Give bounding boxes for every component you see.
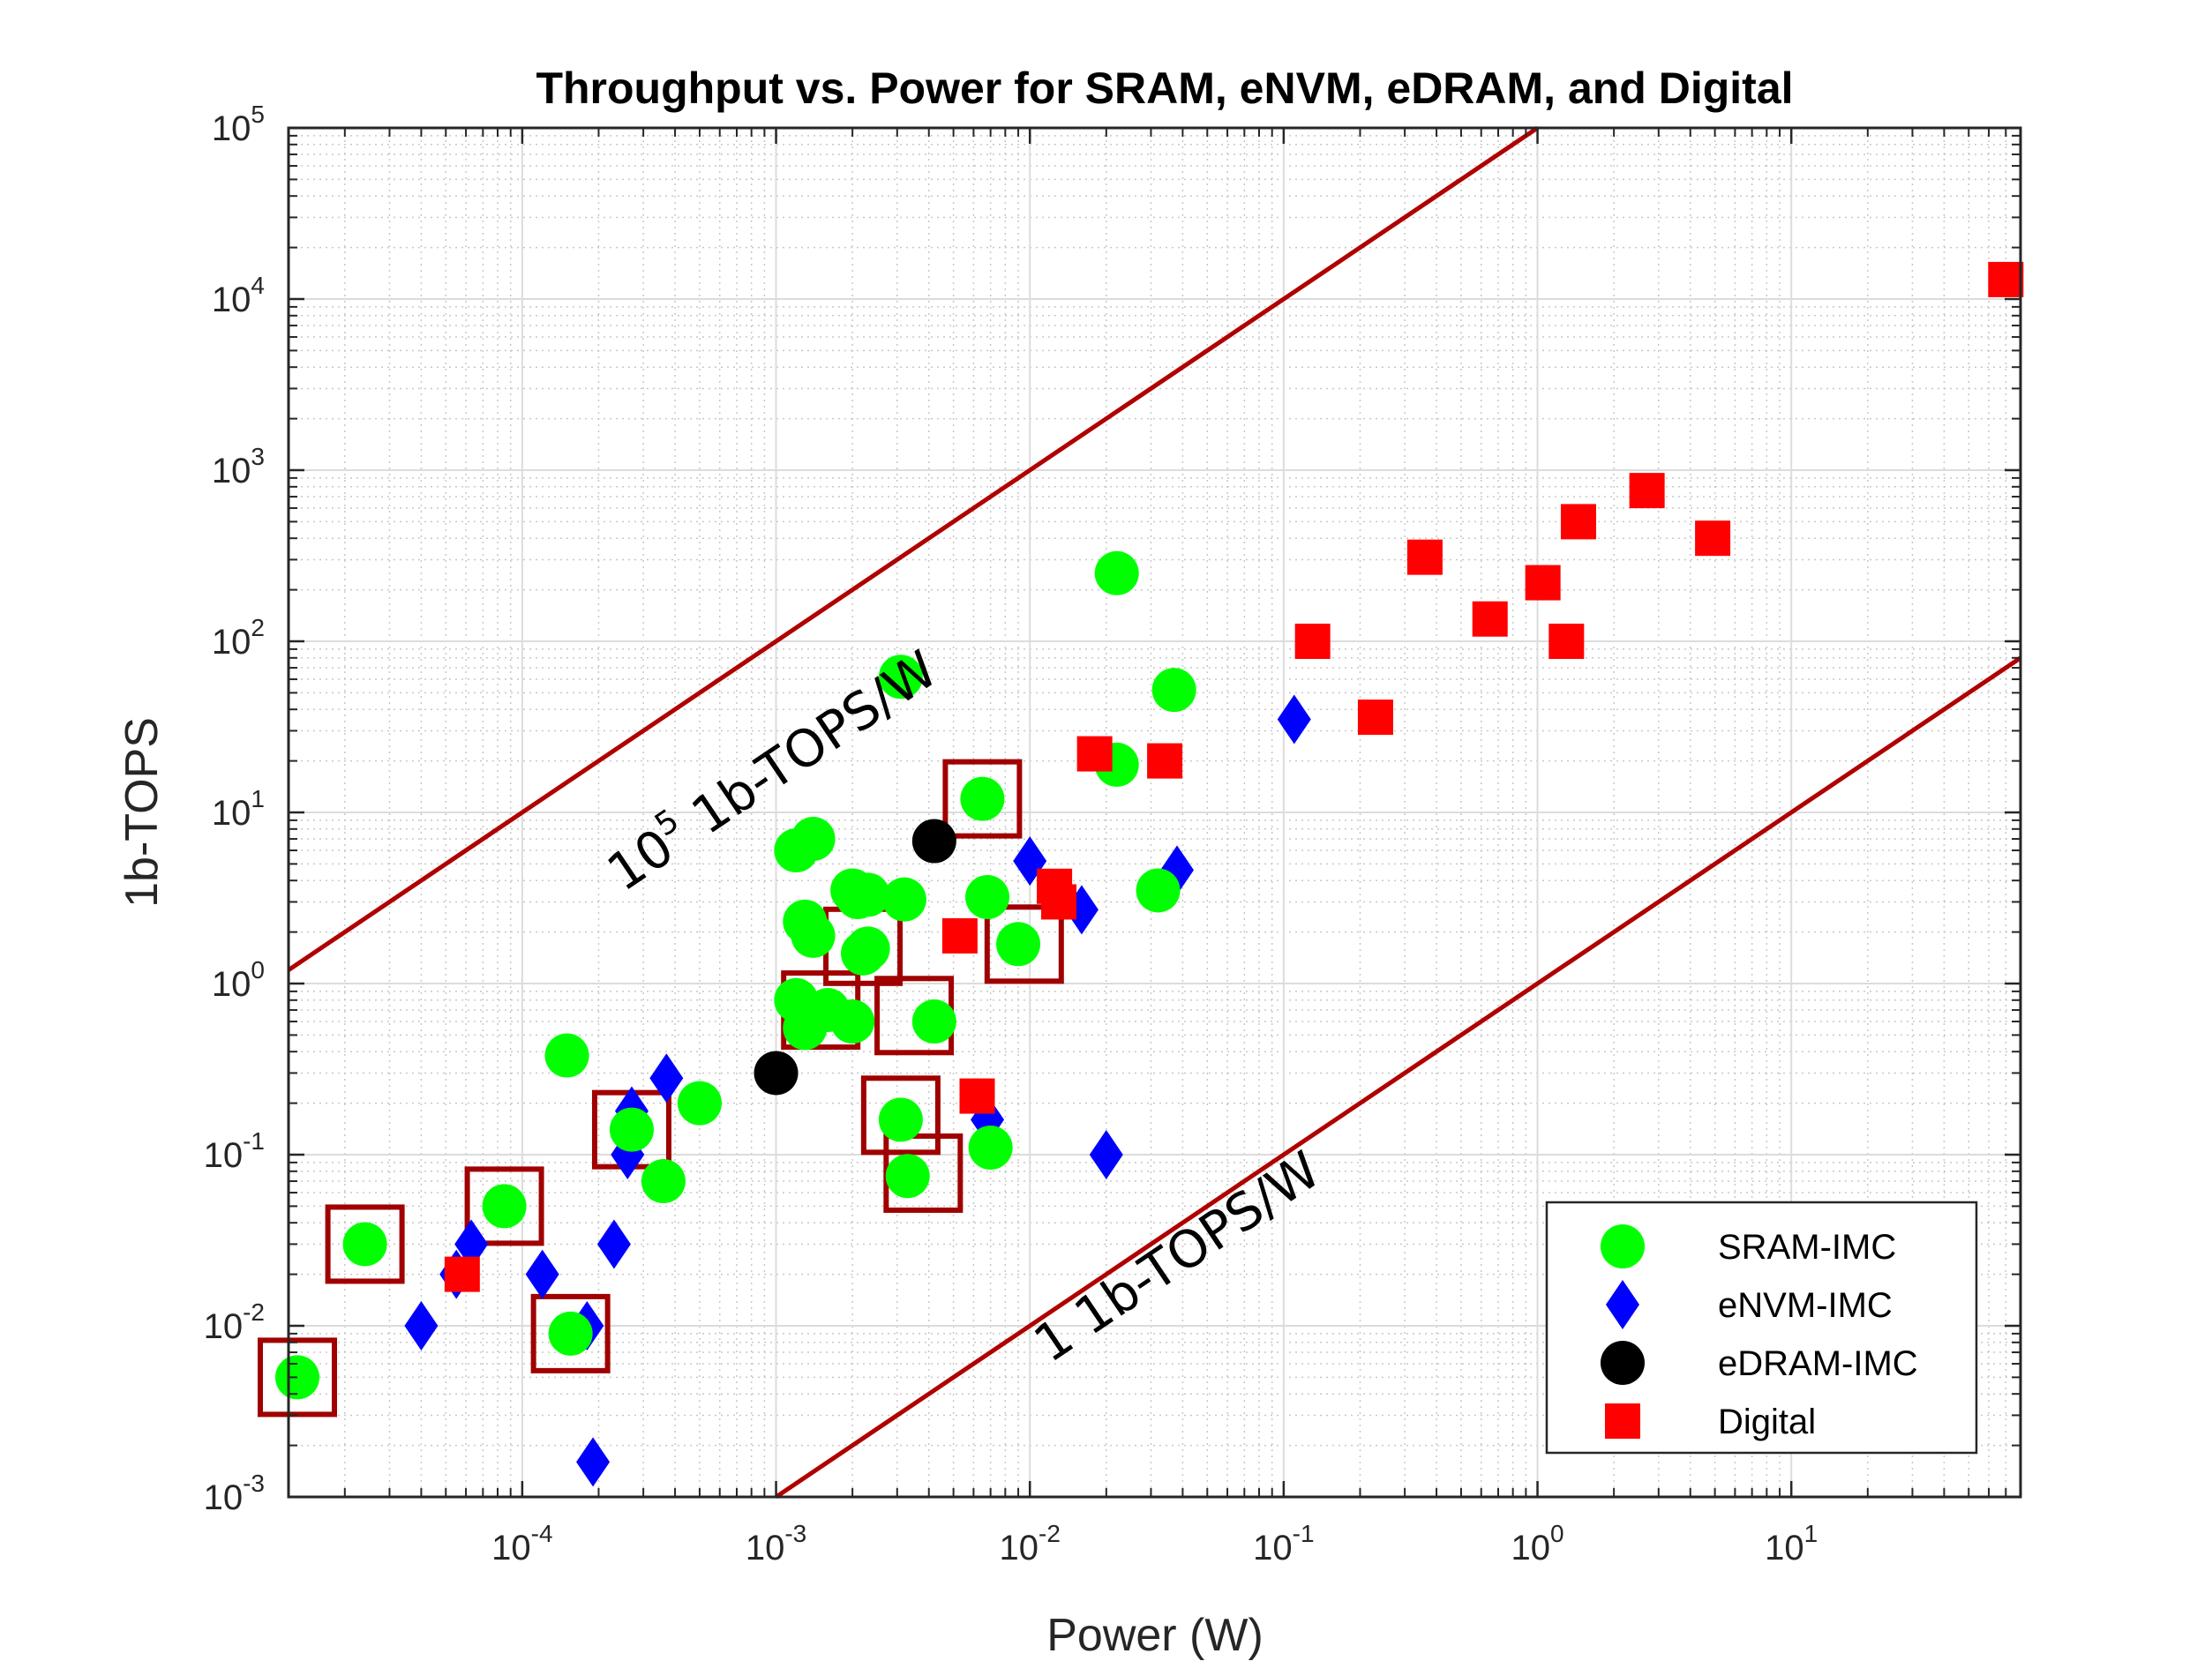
sram-imc-point bbox=[791, 913, 836, 958]
highlight-box bbox=[942, 759, 1023, 839]
sram-imc-point bbox=[830, 999, 875, 1044]
x-tick-label: 10-3 bbox=[746, 1520, 806, 1567]
digital-point bbox=[959, 1078, 995, 1114]
sram-imc-point bbox=[791, 817, 836, 862]
x-tick-label: 10-4 bbox=[491, 1520, 552, 1567]
sram-imc-point bbox=[544, 1033, 589, 1078]
legend-marker bbox=[1601, 1341, 1645, 1385]
y-tick-label: 10-2 bbox=[204, 1298, 265, 1346]
sram-imc-point bbox=[968, 1125, 1013, 1170]
highlight-box bbox=[530, 1293, 611, 1373]
digital-point bbox=[1525, 565, 1561, 601]
x-tick-label: 10-1 bbox=[1253, 1520, 1314, 1567]
digital-point bbox=[1548, 624, 1585, 659]
y-tick-label: 102 bbox=[212, 614, 265, 662]
sram-imc-point bbox=[845, 872, 890, 917]
digital-point bbox=[1294, 624, 1331, 659]
digital-point bbox=[1040, 884, 1076, 920]
sram-imc-point bbox=[885, 1154, 930, 1199]
chart-title: Throughput vs. Power for SRAM, eNVM, eDR… bbox=[536, 64, 1793, 113]
highlight-box bbox=[464, 1166, 544, 1246]
sram-imc-point bbox=[342, 1222, 387, 1267]
digital-point bbox=[1695, 520, 1731, 557]
sram-imc-point bbox=[878, 1097, 923, 1142]
sram-imc-point bbox=[641, 1159, 686, 1204]
envm-imc-point bbox=[1089, 1130, 1123, 1179]
envm-imc-point bbox=[596, 1219, 631, 1269]
sram-imc-point bbox=[960, 776, 1005, 821]
y-tick-labels: 10-3 10-2 10-1 100 101 102 103 104 105 bbox=[204, 101, 265, 1517]
legend: SRAM-IMC eNVM-IMC eDRAM-IMC Digital bbox=[1545, 1201, 1978, 1455]
reference-line-2 bbox=[775, 655, 2022, 1500]
highlight-box bbox=[860, 1075, 941, 1156]
digital-point bbox=[1147, 743, 1183, 779]
sram-imc-point bbox=[1094, 550, 1139, 595]
y-tick-label: 103 bbox=[212, 443, 265, 490]
edram-imc-point bbox=[754, 1051, 799, 1096]
reference-lines bbox=[287, 125, 2022, 1500]
edram-imc-point bbox=[911, 819, 956, 864]
legend-label: eNVM-IMC bbox=[1718, 1286, 1893, 1325]
data-points bbox=[274, 261, 2024, 1487]
digital-point bbox=[1988, 261, 2024, 297]
legend-label: Digital bbox=[1718, 1403, 1816, 1441]
highlight-box bbox=[257, 1337, 337, 1418]
sram-imc-point bbox=[609, 1107, 654, 1152]
digital-point bbox=[941, 917, 978, 954]
sram-imc-point bbox=[677, 1081, 722, 1126]
digital-point bbox=[1406, 539, 1443, 575]
sram-imc-point bbox=[1151, 668, 1196, 713]
envm-imc-point bbox=[576, 1437, 611, 1487]
sram-imc-point bbox=[548, 1311, 593, 1356]
highlight-box bbox=[984, 904, 1064, 984]
sram-imc-point bbox=[911, 999, 956, 1044]
sram-imc-point bbox=[996, 922, 1041, 967]
sram-imc-point bbox=[878, 655, 923, 700]
legend-marker bbox=[1606, 1280, 1639, 1329]
y-tick-label: 104 bbox=[212, 272, 265, 319]
digital-point bbox=[444, 1256, 480, 1292]
legend-label: SRAM-IMC bbox=[1718, 1228, 1896, 1267]
x-tick-label: 101 bbox=[1765, 1520, 1818, 1567]
digital-point bbox=[1076, 736, 1113, 772]
x-axis-label: Power (W) bbox=[1046, 1610, 1263, 1661]
legend-label: eDRAM-IMC bbox=[1718, 1344, 1918, 1383]
y-tick-label: 10-3 bbox=[204, 1470, 265, 1517]
x-tick-label: 100 bbox=[1511, 1520, 1564, 1567]
digital-point bbox=[1472, 601, 1508, 637]
envm-imc-point bbox=[404, 1301, 439, 1350]
sram-imc-point bbox=[881, 877, 926, 922]
digital-point bbox=[1560, 504, 1596, 540]
minor-grid bbox=[289, 128, 2021, 1497]
x-tick-label: 10-2 bbox=[1000, 1520, 1061, 1567]
y-tick-label: 101 bbox=[212, 785, 265, 833]
digital-point bbox=[1357, 700, 1393, 736]
sram-imc-point bbox=[1136, 868, 1181, 913]
envm-imc-point bbox=[1277, 694, 1311, 744]
legend-marker bbox=[1601, 1224, 1645, 1268]
x-tick-labels: 10-4 10-3 10-2 10-1 100 101 bbox=[491, 1520, 1818, 1567]
digital-point bbox=[1629, 473, 1665, 509]
sram-imc-point bbox=[482, 1184, 527, 1229]
legend-marker bbox=[1605, 1403, 1640, 1439]
reference-line-1 bbox=[287, 125, 1539, 972]
y-tick-label: 10-1 bbox=[204, 1127, 265, 1175]
sram-imc-point bbox=[965, 875, 1010, 920]
highlight-box bbox=[325, 1204, 405, 1284]
envm-imc-point bbox=[649, 1053, 684, 1104]
y-tick-label: 100 bbox=[212, 956, 265, 1004]
sram-imc-point bbox=[845, 926, 890, 971]
y-tick-label: 105 bbox=[212, 101, 265, 148]
axis-ticks bbox=[289, 126, 2021, 1499]
envm-imc-point bbox=[454, 1219, 489, 1269]
envm-imc-point bbox=[525, 1249, 559, 1299]
y-axis-label: 1b-TOPS bbox=[116, 717, 168, 908]
